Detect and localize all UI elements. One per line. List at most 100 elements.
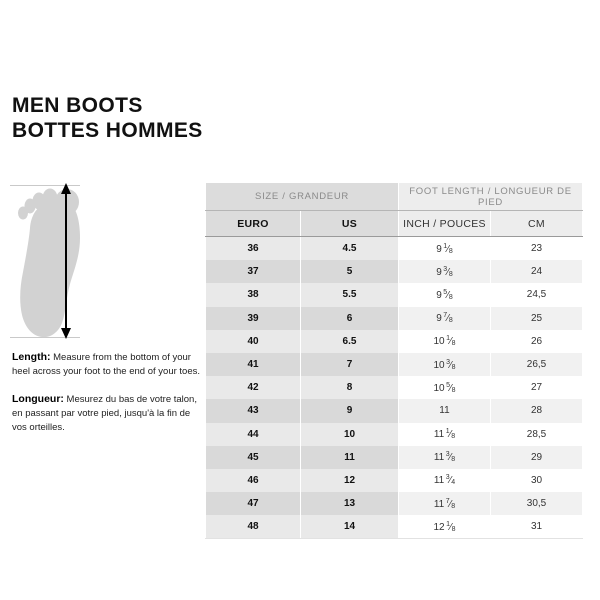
cell-inch: 12 1⁄8 [398, 515, 491, 540]
table-row: 38 5.5 9 5⁄8 24,5 [205, 283, 584, 307]
cell-us: 8 [300, 376, 399, 400]
cell-inch: 10 3⁄8 [398, 352, 491, 377]
cell-inch: 9 5⁄8 [398, 283, 491, 307]
column-header-inch: INCH / POUCES [398, 210, 491, 237]
cell-us: 12 [300, 468, 399, 493]
inch-fraction: 3⁄4 [445, 474, 456, 487]
cell-inch: 9 1⁄8 [398, 236, 491, 261]
cell-inch: 11 3⁄8 [398, 445, 491, 469]
cell-cm: 24 [489, 260, 584, 284]
table-row: 40 6.5 10 1⁄8 26 [205, 329, 584, 353]
page-title: MEN BOOTS BOTTES HOMMES [12, 93, 203, 143]
instruction-english-label: Length: [12, 351, 51, 363]
cell-cm: 26,5 [489, 352, 584, 377]
table-group-header-row: SIZE / GRANDEUR FOOT LENGTH / LONGUEUR D… [205, 183, 584, 211]
cell-euro: 36 [205, 236, 301, 261]
cell-cm: 28,5 [489, 422, 584, 446]
guide-line-bottom [10, 337, 80, 338]
title-line-french: BOTTES HOMMES [12, 119, 203, 142]
cell-us: 5 [300, 260, 399, 284]
instruction-french: Longueur: Mesurez du bas de votre talon,… [12, 392, 204, 435]
size-chart-table: SIZE / GRANDEUR FOOT LENGTH / LONGUEUR D… [205, 183, 584, 540]
group-header-foot-length: FOOT LENGTH / LONGUEUR DE PIED [397, 183, 584, 211]
measurement-instructions: Length: Measure from the bottom of your … [12, 350, 204, 448]
foot-length-diagram [10, 180, 200, 345]
column-header-us: US [300, 210, 399, 237]
cell-euro: 37 [205, 260, 301, 284]
cell-cm: 31 [489, 515, 584, 540]
table-row: 39 6 9 7⁄8 25 [205, 306, 584, 330]
inch-fraction: 3⁄8 [443, 265, 453, 278]
instruction-english: Length: Measure from the bottom of your … [12, 350, 204, 379]
cell-euro: 47 [205, 492, 301, 516]
table-row: 46 12 11 3⁄4 30 [205, 468, 584, 493]
table-row: 43 9 11 28 [205, 399, 584, 423]
cell-inch: 10 5⁄8 [398, 376, 491, 400]
cell-cm: 30,5 [489, 492, 584, 516]
table-row: 36 4.5 9 1⁄8 23 [205, 236, 584, 261]
table-row: 42 8 10 5⁄8 27 [205, 376, 584, 400]
cell-cm: 30 [489, 468, 584, 493]
cell-us: 6.5 [300, 329, 399, 353]
cell-inch: 9 3⁄8 [398, 260, 491, 284]
cell-inch: 11 3⁄4 [398, 468, 491, 493]
cell-us: 7 [300, 352, 399, 377]
cell-inch: 11 [398, 399, 491, 423]
cell-inch: 10 1⁄8 [398, 329, 491, 353]
cell-euro: 48 [205, 515, 301, 540]
table-row: 44 10 11 1⁄8 28,5 [205, 422, 584, 446]
instruction-french-text: Mesurez du bas de votre talon, en passan… [12, 394, 197, 433]
cell-euro: 38 [205, 283, 301, 307]
cell-us: 13 [300, 492, 399, 516]
cell-cm: 23 [489, 236, 584, 261]
cell-euro: 44 [205, 422, 301, 446]
cell-cm: 26 [489, 329, 584, 353]
instruction-english-text: Measure from the bottom of your heel acr… [12, 352, 201, 377]
table-row: 45 11 11 3⁄8 29 [205, 445, 584, 469]
cell-us: 11 [300, 445, 399, 469]
inch-fraction: 5⁄8 [446, 381, 456, 394]
measurement-arrow-icon [61, 183, 71, 339]
instruction-french-label: Longueur: [12, 393, 64, 405]
cell-euro: 42 [205, 376, 301, 400]
cell-us: 5.5 [300, 283, 399, 307]
cell-us: 4.5 [300, 236, 399, 261]
inch-fraction: 7⁄8 [445, 497, 456, 510]
cell-inch: 11 7⁄8 [398, 492, 491, 516]
cell-cm: 24,5 [489, 283, 584, 307]
cell-cm: 28 [489, 399, 584, 423]
cell-us: 14 [300, 515, 399, 540]
cell-euro: 40 [205, 329, 301, 353]
inch-fraction: 1⁄8 [446, 520, 456, 533]
title-line-english: MEN BOOTS [12, 94, 143, 117]
guide-line-top [10, 185, 80, 186]
cell-inch: 11 1⁄8 [398, 422, 491, 446]
group-header-size: SIZE / GRANDEUR [205, 183, 399, 211]
cell-cm: 29 [489, 445, 584, 469]
size-chart-body: 36 4.5 9 1⁄8 23 37 5 9 3⁄8 24 38 5.5 9 5⁄8 24,5 39 6 9 7⁄8… [205, 236, 584, 540]
cell-us: 10 [300, 422, 399, 446]
cell-us: 6 [300, 306, 399, 330]
cell-euro: 45 [205, 445, 301, 469]
column-header-euro: EURO [205, 210, 301, 237]
inch-fraction: 7⁄8 [443, 312, 453, 325]
column-header-cm: CM [489, 210, 584, 237]
cell-euro: 41 [205, 352, 301, 377]
inch-fraction: 5⁄8 [443, 288, 453, 301]
table-row: 47 13 11 7⁄8 30,5 [205, 492, 584, 516]
inch-fraction: 3⁄8 [446, 358, 456, 371]
table-column-header-row: EURO US INCH / POUCES CM [205, 210, 584, 237]
cell-euro: 46 [205, 468, 301, 493]
cell-inch: 9 7⁄8 [398, 306, 491, 330]
inch-fraction: 1⁄8 [445, 428, 456, 441]
cell-euro: 43 [205, 399, 301, 423]
inch-fraction: 1⁄8 [443, 242, 453, 255]
inch-fraction: 1⁄8 [446, 335, 456, 348]
cell-cm: 25 [489, 306, 584, 330]
table-row: 37 5 9 3⁄8 24 [205, 260, 584, 284]
cell-us: 9 [300, 399, 399, 423]
inch-fraction: 3⁄8 [445, 451, 456, 464]
cell-euro: 39 [205, 306, 301, 330]
table-row: 48 14 12 1⁄8 31 [205, 515, 584, 540]
table-row: 41 7 10 3⁄8 26,5 [205, 352, 584, 377]
